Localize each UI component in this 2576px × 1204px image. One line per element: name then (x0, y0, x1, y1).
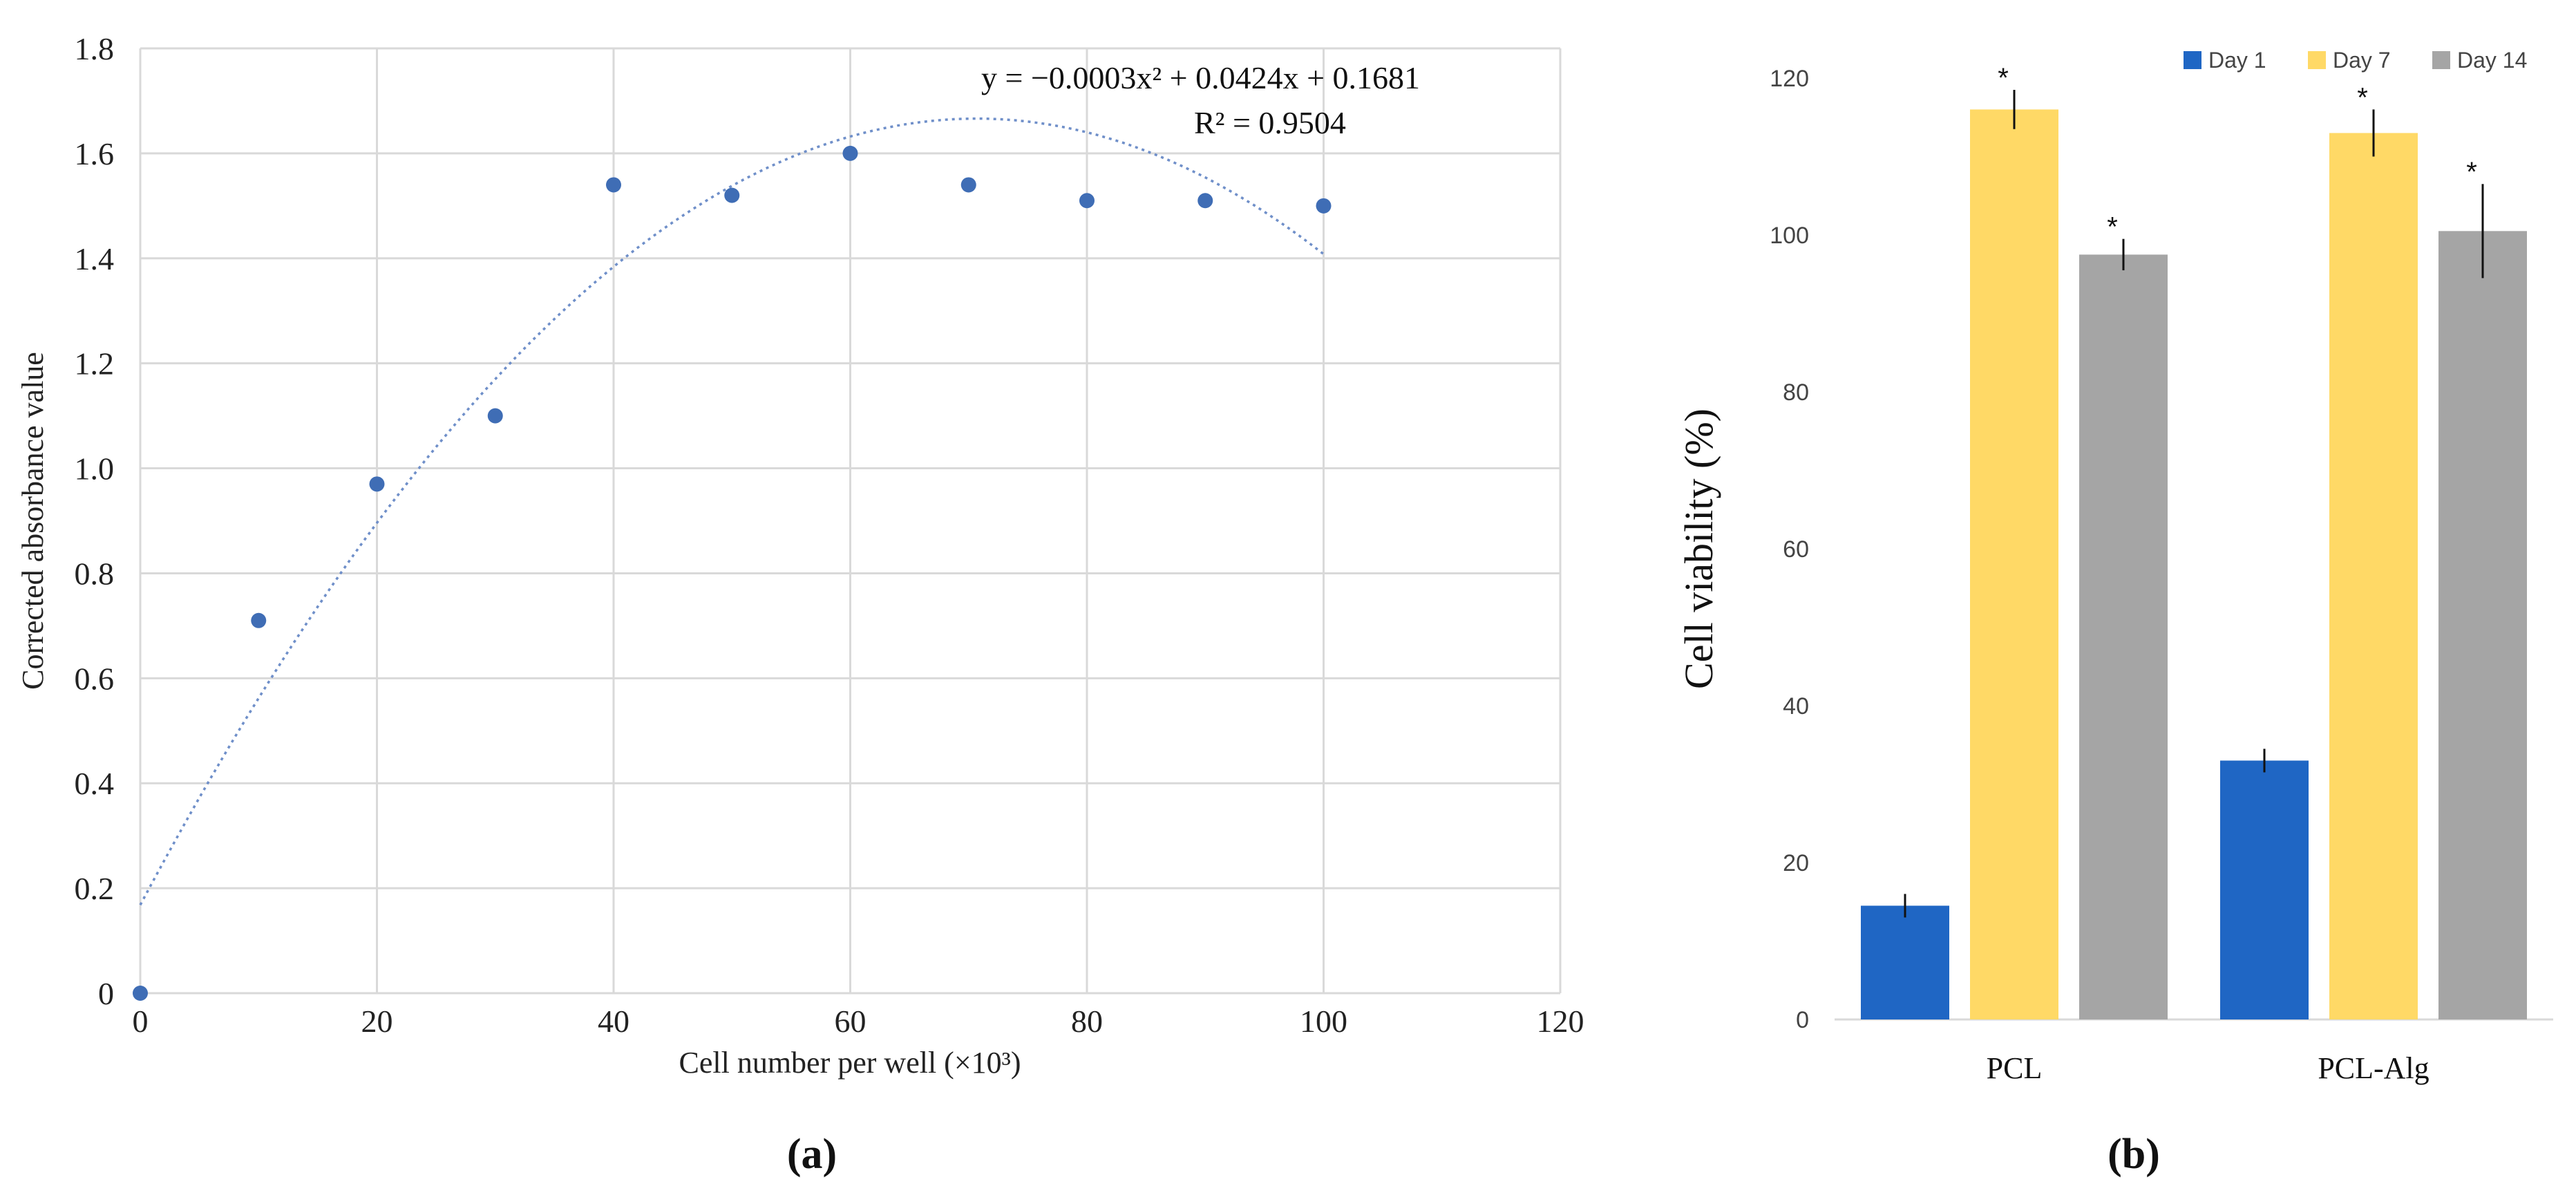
y-tick-label: 0.8 (75, 556, 115, 591)
y-tick-label: 100 (1770, 223, 1809, 249)
data-point (960, 177, 976, 193)
panel-label-b: (b) (2108, 1131, 2160, 1178)
y-tick-label: 0.2 (75, 871, 115, 906)
y-tick-label: 0 (1796, 1007, 1809, 1033)
legend-swatch (2184, 51, 2201, 69)
y-tick-label: 60 (1783, 536, 1809, 563)
significance-marker: * (2357, 82, 2368, 113)
r-squared-label: R² = 0.9504 (1194, 105, 1346, 140)
panel-label-a: (a) (787, 1131, 837, 1178)
x-tick-label: 100 (1300, 1004, 1347, 1039)
data-point (251, 612, 267, 628)
x-axis-title: Cell number per well (×10³) (679, 1046, 1021, 1080)
data-point (842, 145, 858, 161)
legend-swatch (2308, 51, 2326, 69)
y-tick-label: 1.8 (75, 31, 115, 66)
bar (2329, 133, 2418, 1020)
bar (2220, 760, 2309, 1019)
legend-swatch (2432, 51, 2450, 69)
trendline (139, 117, 1325, 906)
y-tick-label: 80 (1783, 379, 1809, 406)
significance-marker: * (2466, 157, 2477, 187)
category-label: PCL (1987, 1051, 2043, 1085)
data-point (133, 986, 148, 1001)
bar (1970, 109, 2058, 1019)
x-tick-label: 80 (1071, 1004, 1103, 1039)
y-tick-label: 0.6 (75, 661, 115, 696)
y-tick-label: 120 (1770, 66, 1809, 92)
trendline-equation: y = −0.0003x² + 0.0424x + 0.1681 (981, 60, 1420, 95)
legend-label: Day 7 (2333, 48, 2391, 73)
y-tick-label: 1.2 (75, 346, 115, 382)
data-point (487, 408, 503, 424)
y-tick-label: 1.6 (75, 136, 115, 171)
bar (2438, 231, 2527, 1020)
data-point (606, 177, 621, 193)
data-point (1197, 193, 1213, 209)
x-tick-label: 60 (835, 1004, 866, 1039)
y-axis-title: Corrected absorbance value (16, 352, 50, 690)
y-tick-label: 1.0 (75, 451, 115, 487)
chart-a: 0 0.2 0.4 0.6 0.8 1.0 1.2 1.4 1.6 1.8 0 20 40 60 80 100… (16, 31, 1584, 1178)
significance-marker: * (1998, 63, 2009, 93)
legend-label: Day 14 (2457, 48, 2527, 73)
data-point (369, 476, 385, 492)
data-point (1079, 193, 1095, 209)
y-tick-label: 20 (1783, 850, 1809, 876)
y-tick-label: 1.4 (75, 241, 115, 276)
data-point (724, 187, 740, 203)
legend-label: Day 1 (2208, 48, 2266, 73)
x-tick-label: 120 (1537, 1004, 1584, 1039)
category-label: PCL-Alg (2318, 1051, 2429, 1085)
data-point (1316, 198, 1332, 214)
y-tick-label: 0.4 (75, 766, 115, 801)
y-tick-label: 0 (98, 976, 114, 1011)
significance-marker: * (2107, 212, 2118, 243)
x-tick-label: 40 (598, 1004, 629, 1039)
bar (2079, 254, 2168, 1019)
bar (1861, 905, 1949, 1019)
x-tick-label: 0 (133, 1004, 149, 1039)
y-tick-label: 40 (1783, 693, 1809, 719)
x-tick-label: 20 (361, 1004, 393, 1039)
y-axis-title: Cell viability (%) (1676, 408, 1721, 689)
